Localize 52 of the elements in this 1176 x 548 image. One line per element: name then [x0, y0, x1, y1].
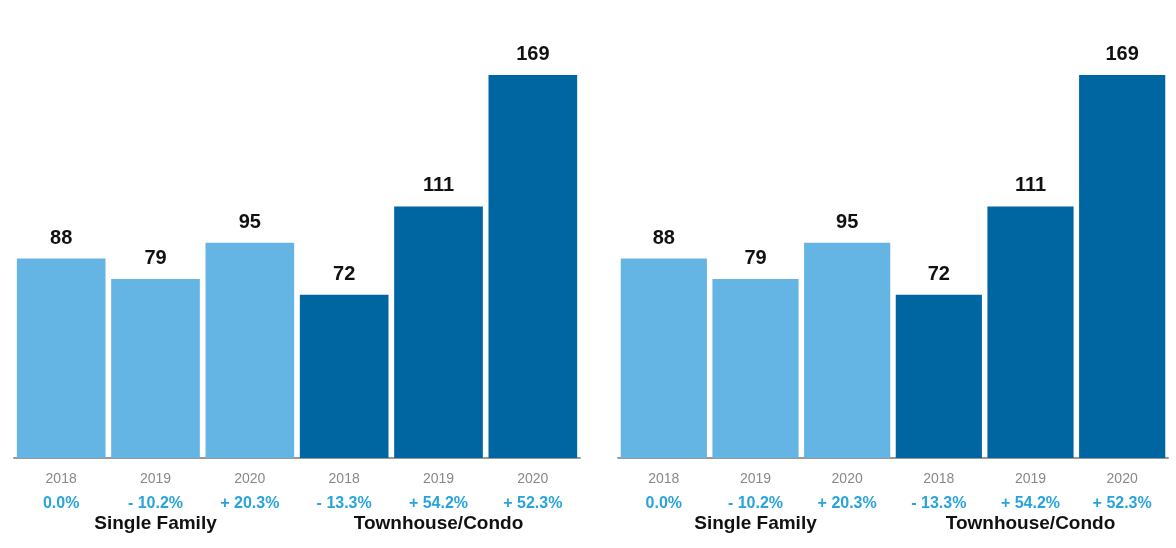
x-tick-label: 2020: [831, 470, 863, 486]
bar: [895, 294, 982, 458]
bar: [299, 294, 389, 458]
bar: [712, 278, 799, 458]
text: Townhouse/Condo: [945, 511, 1116, 533]
x-tick-label: 2019: [422, 470, 455, 486]
text: + 52.3%: [1092, 493, 1152, 511]
data-label: 111: [422, 173, 455, 196]
bar: [394, 206, 483, 458]
text: + 52.3%: [503, 493, 563, 511]
x-tick-label: 2020: [234, 470, 266, 486]
data-label: 169: [1105, 41, 1139, 64]
text: 0.0%: [42, 493, 80, 511]
x-tick-label: 2018: [923, 470, 955, 486]
x-tick-label: 2019: [139, 470, 172, 486]
data-label: 79: [144, 245, 167, 268]
data-label: 95: [238, 209, 261, 232]
text: + 20.3%: [220, 493, 280, 511]
x-tick-label: 2020: [1106, 470, 1138, 486]
x-tick-label: 2018: [328, 470, 360, 486]
text: 0.0%: [645, 493, 683, 511]
data-label: 169: [516, 41, 550, 64]
x-tick-label: 2018: [648, 470, 680, 486]
text: Single Family: [94, 511, 218, 533]
data-label: 88: [50, 225, 73, 248]
bar: [111, 278, 200, 458]
x-tick-label: 2020: [517, 470, 549, 486]
text: + 54.2%: [408, 493, 469, 511]
text: - 13.3%: [911, 493, 967, 511]
text: - 10.2%: [127, 493, 184, 511]
x-tick-label: 2019: [1014, 470, 1047, 486]
bar: [804, 242, 891, 458]
bar: [16, 258, 106, 458]
data-label: 72: [333, 261, 356, 284]
text: Single Family: [694, 511, 818, 533]
text: Townhouse/Condo: [353, 511, 524, 533]
bar: [488, 74, 578, 458]
bar: [987, 206, 1074, 458]
data-label: 88: [652, 225, 675, 248]
bar: [205, 242, 295, 458]
bar: [620, 258, 707, 458]
x-tick-label: 2018: [45, 470, 77, 486]
data-label: 72: [927, 261, 950, 284]
text: - 13.3%: [316, 493, 372, 511]
data-label: 111: [1014, 173, 1047, 196]
x-tick-label: 2019: [739, 470, 772, 486]
text: + 54.2%: [1000, 493, 1061, 511]
data-label: 79: [744, 245, 767, 268]
data-label: 95: [836, 209, 859, 232]
text: - 10.2%: [727, 493, 784, 511]
text: + 20.3%: [817, 493, 877, 511]
bar: [1079, 74, 1166, 458]
